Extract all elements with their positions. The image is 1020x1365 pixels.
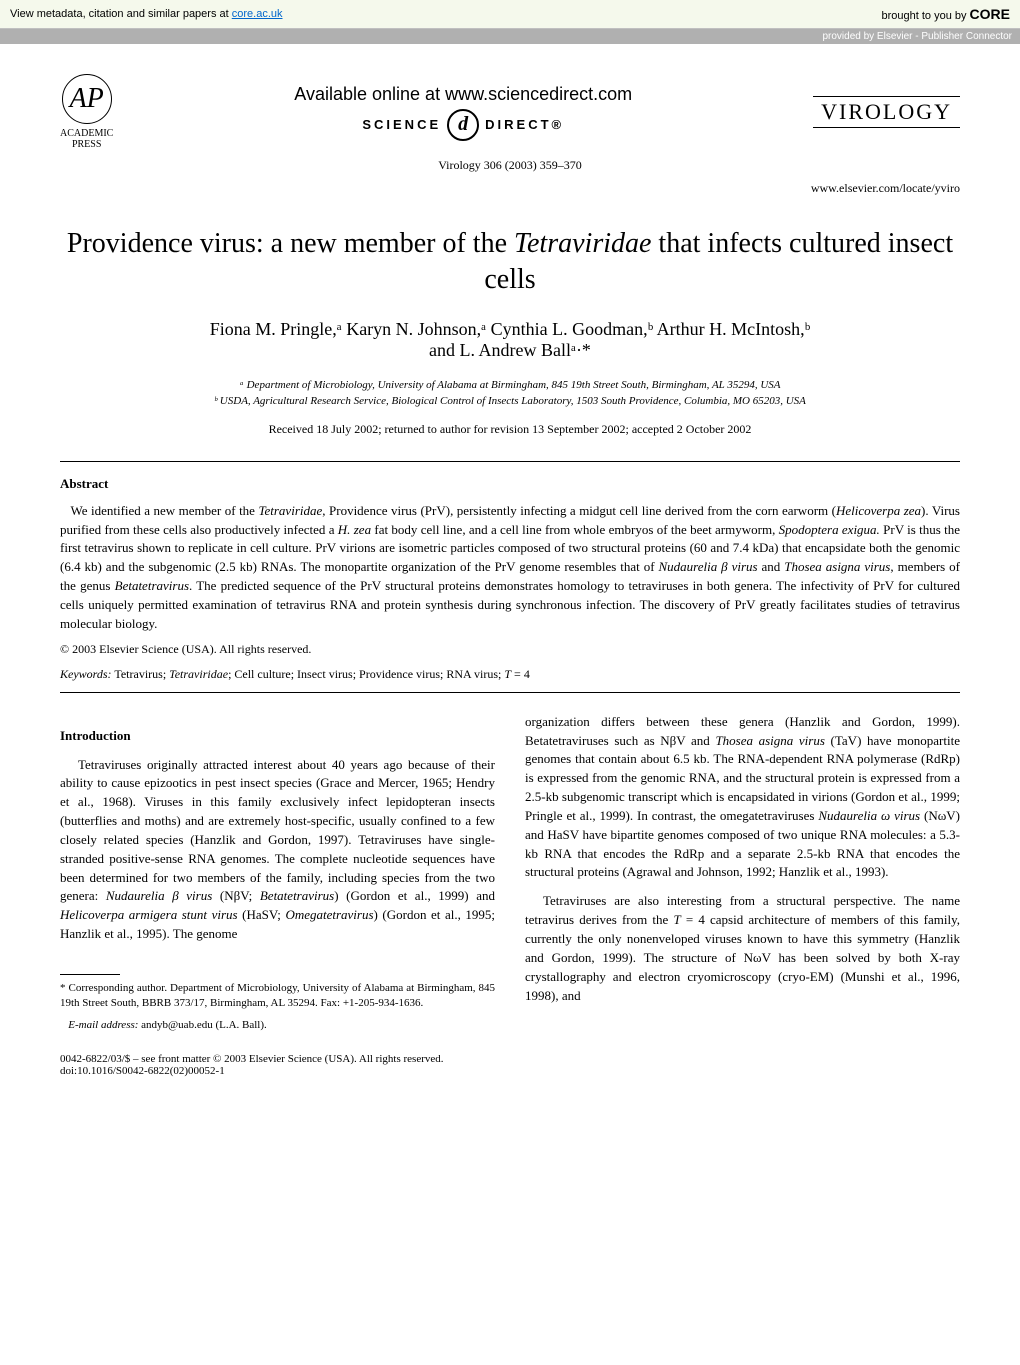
- core-right: brought to you by CORE: [881, 6, 1010, 22]
- affiliation-b: ᵇ USDA, Agricultural Research Service, B…: [60, 393, 960, 410]
- core-left: View metadata, citation and similar pape…: [10, 8, 283, 20]
- article-dates: Received 18 July 2002; returned to autho…: [60, 422, 960, 437]
- abstract-heading: Abstract: [60, 476, 960, 492]
- footer-copyright: 0042-6822/03/$ – see front matter © 2003…: [60, 1053, 960, 1065]
- footer-doi: doi:10.1016/S0042-6822(02)00052-1: [60, 1065, 960, 1077]
- available-online: Available online at www.sciencedirect.co…: [113, 84, 813, 105]
- core-text: View metadata, citation and similar pape…: [10, 8, 232, 20]
- intro-p2: Tetraviruses are also interesting from a…: [525, 892, 960, 1005]
- core-link[interactable]: core.ac.uk: [232, 8, 283, 20]
- journal-name: VIROLOGY: [813, 96, 960, 128]
- intro-p1: Tetraviruses originally attracted intere…: [60, 756, 495, 944]
- column-left: Introduction Tetraviruses originally att…: [60, 713, 495, 1033]
- sd-icon: d: [447, 109, 479, 141]
- affiliations: ᵃ Department of Microbiology, University…: [60, 377, 960, 410]
- core-brought: brought to you by: [881, 10, 969, 22]
- email-value: andyb@uab.edu (L.A. Ball).: [138, 1019, 266, 1031]
- affiliation-a: ᵃ Department of Microbiology, University…: [60, 377, 960, 394]
- footnote-separator: [60, 974, 120, 975]
- footer: 0042-6822/03/$ – see front matter © 2003…: [60, 1053, 960, 1077]
- authors: Fiona M. Pringle,ᵃ Karyn N. Johnson,ᵃ Cy…: [60, 319, 960, 361]
- divider: [60, 692, 960, 693]
- intro-p1-cont: organization differs between these gener…: [525, 713, 960, 883]
- provided-by: provided by Elsevier - Publisher Connect…: [0, 29, 1020, 44]
- keywords-text: Tetravirus; Tetraviridae; Cell culture; …: [112, 667, 530, 681]
- ap-circle-icon: AP: [62, 74, 112, 124]
- page-content: AP ACADEMIC PRESS Available online at ww…: [0, 44, 1020, 1107]
- core-logo: CORE: [970, 6, 1010, 22]
- authors-line2: and L. Andrew Ballᵃ·*: [60, 340, 960, 361]
- abstract-text: We identified a new member of the Tetrav…: [60, 502, 960, 634]
- copyright: © 2003 Elsevier Science (USA). All right…: [60, 642, 960, 657]
- divider: [60, 461, 960, 462]
- footnote-corresponding: * Corresponding author. Department of Mi…: [60, 981, 495, 1012]
- ap-label-1: ACADEMIC: [60, 128, 113, 139]
- core-banner: View metadata, citation and similar pape…: [0, 0, 1020, 29]
- email-label: E-mail address:: [68, 1019, 138, 1031]
- authors-line1: Fiona M. Pringle,ᵃ Karyn N. Johnson,ᵃ Cy…: [60, 319, 960, 340]
- ap-logo: AP ACADEMIC PRESS: [60, 74, 113, 150]
- keywords: Keywords: Tetravirus; Tetraviridae; Cell…: [60, 667, 960, 682]
- journal-header: AP ACADEMIC PRESS Available online at ww…: [60, 74, 960, 150]
- sd-left: SCIENCE: [362, 117, 441, 132]
- article-title: Providence virus: a new member of the Te…: [60, 226, 960, 299]
- header-center: Available online at www.sciencedirect.co…: [113, 84, 813, 141]
- keywords-label: Keywords:: [60, 667, 112, 681]
- body-columns: Introduction Tetraviruses originally att…: [60, 713, 960, 1033]
- footnote-email: E-mail address: andyb@uab.edu (L.A. Ball…: [60, 1018, 495, 1033]
- intro-heading: Introduction: [60, 727, 495, 746]
- title-p1: Providence virus: a new member of the: [67, 228, 514, 259]
- citation: Virology 306 (2003) 359–370: [60, 158, 960, 173]
- column-right: organization differs between these gener…: [525, 713, 960, 1033]
- sd-right: DIRECT®: [485, 117, 564, 132]
- ap-label-2: PRESS: [60, 139, 113, 150]
- title-p2: Tetraviridae: [514, 228, 651, 259]
- journal-website[interactable]: www.elsevier.com/locate/yviro: [60, 181, 960, 196]
- sciencedirect-logo: SCIENCE d DIRECT®: [113, 109, 813, 141]
